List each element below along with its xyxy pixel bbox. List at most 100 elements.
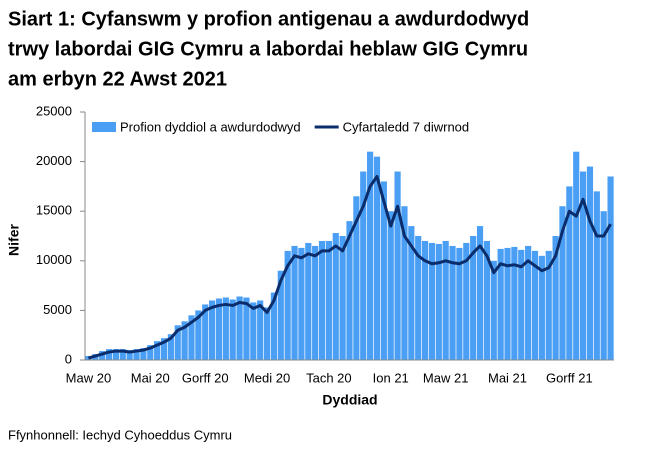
y-tick-label: 20000	[36, 153, 72, 168]
bar	[360, 171, 367, 360]
bar	[442, 240, 449, 360]
x-tick-label: Medi 20	[244, 370, 290, 385]
bar	[552, 236, 559, 360]
bar	[545, 250, 552, 360]
x-tick-label: Mai 21	[488, 370, 527, 385]
y-tick-label: 15000	[36, 203, 72, 218]
bar	[586, 166, 594, 360]
bar	[380, 181, 387, 360]
y-tick-label: 0	[65, 351, 72, 366]
bar	[353, 196, 360, 360]
x-tick-label: Gorff 20	[182, 370, 229, 385]
average-line	[88, 174, 612, 360]
bar	[559, 206, 566, 360]
bar	[470, 236, 477, 360]
bar	[291, 245, 298, 360]
bar	[119, 349, 126, 360]
bar	[147, 345, 154, 360]
bar	[394, 171, 401, 360]
bar	[339, 236, 346, 360]
chart-title-line: trwy labordai GIG Cymru a labordai hebla…	[8, 38, 528, 60]
bar	[270, 292, 278, 360]
bar	[456, 247, 463, 360]
y-tick-label: 10000	[36, 252, 72, 267]
bar	[126, 350, 133, 360]
y-axis-label: Nifer	[6, 224, 22, 256]
bar	[305, 242, 312, 360]
bar	[188, 315, 195, 360]
chart-title-line: Siart 1: Cyfanswm y profion antigenau a …	[8, 8, 529, 30]
bar	[525, 245, 532, 360]
bar	[504, 247, 511, 360]
bar	[112, 349, 120, 360]
bar	[229, 299, 236, 360]
bar	[277, 270, 284, 360]
bar	[298, 247, 305, 360]
bar	[408, 226, 415, 360]
legend-label: Cyfartaledd 7 diwrnod	[343, 119, 469, 134]
bar	[133, 349, 140, 360]
bar	[600, 211, 607, 360]
bar	[373, 156, 381, 360]
bar	[607, 176, 614, 360]
x-tick-label: Mai 20	[131, 370, 170, 385]
bar	[421, 240, 429, 360]
x-axis-label: Dyddiad	[322, 392, 377, 408]
x-tick-label: Tach 20	[306, 370, 352, 385]
x-tick-label: Gorff 21	[546, 370, 593, 385]
bar	[573, 151, 580, 360]
y-tick-label: 5000	[43, 302, 72, 317]
bar	[367, 151, 374, 360]
bar	[181, 321, 188, 360]
bar	[250, 302, 257, 360]
bar	[518, 249, 525, 360]
bar	[346, 221, 353, 360]
bar	[538, 255, 545, 360]
bar	[167, 334, 174, 360]
bar	[243, 297, 250, 360]
bar	[284, 250, 291, 360]
bar	[160, 338, 168, 360]
bar	[531, 250, 539, 360]
bar	[497, 248, 504, 360]
bar	[263, 307, 271, 360]
bar	[332, 233, 339, 360]
bar	[511, 246, 518, 360]
bar	[257, 300, 264, 360]
bar	[174, 325, 181, 360]
bar	[483, 240, 490, 360]
bar	[140, 348, 147, 360]
bar	[209, 300, 216, 360]
bar	[435, 243, 442, 360]
bar	[312, 245, 319, 360]
y-tick-label: 25000	[36, 103, 72, 118]
bar	[154, 341, 161, 360]
bar	[428, 242, 436, 360]
bar	[476, 226, 484, 360]
bar	[195, 310, 202, 360]
x-tick-label: Maw 21	[423, 370, 469, 385]
bar	[318, 240, 326, 360]
bar	[215, 298, 223, 360]
bar	[325, 240, 332, 360]
bar	[202, 304, 209, 360]
legend-label: Profion dyddiol a awdurdodwyd	[120, 119, 301, 134]
chart-title-line: am erbyn 22 Awst 2021	[8, 68, 227, 90]
bar	[463, 242, 470, 360]
legend-swatch	[92, 122, 116, 132]
bar	[566, 186, 573, 360]
bar	[490, 260, 497, 360]
bar	[236, 296, 243, 360]
source-note: Ffynhonnell: Iechyd Cyhoeddus Cymru	[8, 427, 232, 442]
bar	[387, 211, 394, 360]
x-tick-label: Maw 20	[66, 370, 112, 385]
bar	[449, 245, 456, 360]
bar	[415, 236, 422, 360]
bar	[593, 191, 600, 360]
x-tick-label: Ion 21	[373, 370, 409, 385]
bar	[401, 206, 408, 360]
bar	[222, 297, 229, 360]
bar	[105, 349, 113, 360]
bar	[579, 171, 587, 360]
